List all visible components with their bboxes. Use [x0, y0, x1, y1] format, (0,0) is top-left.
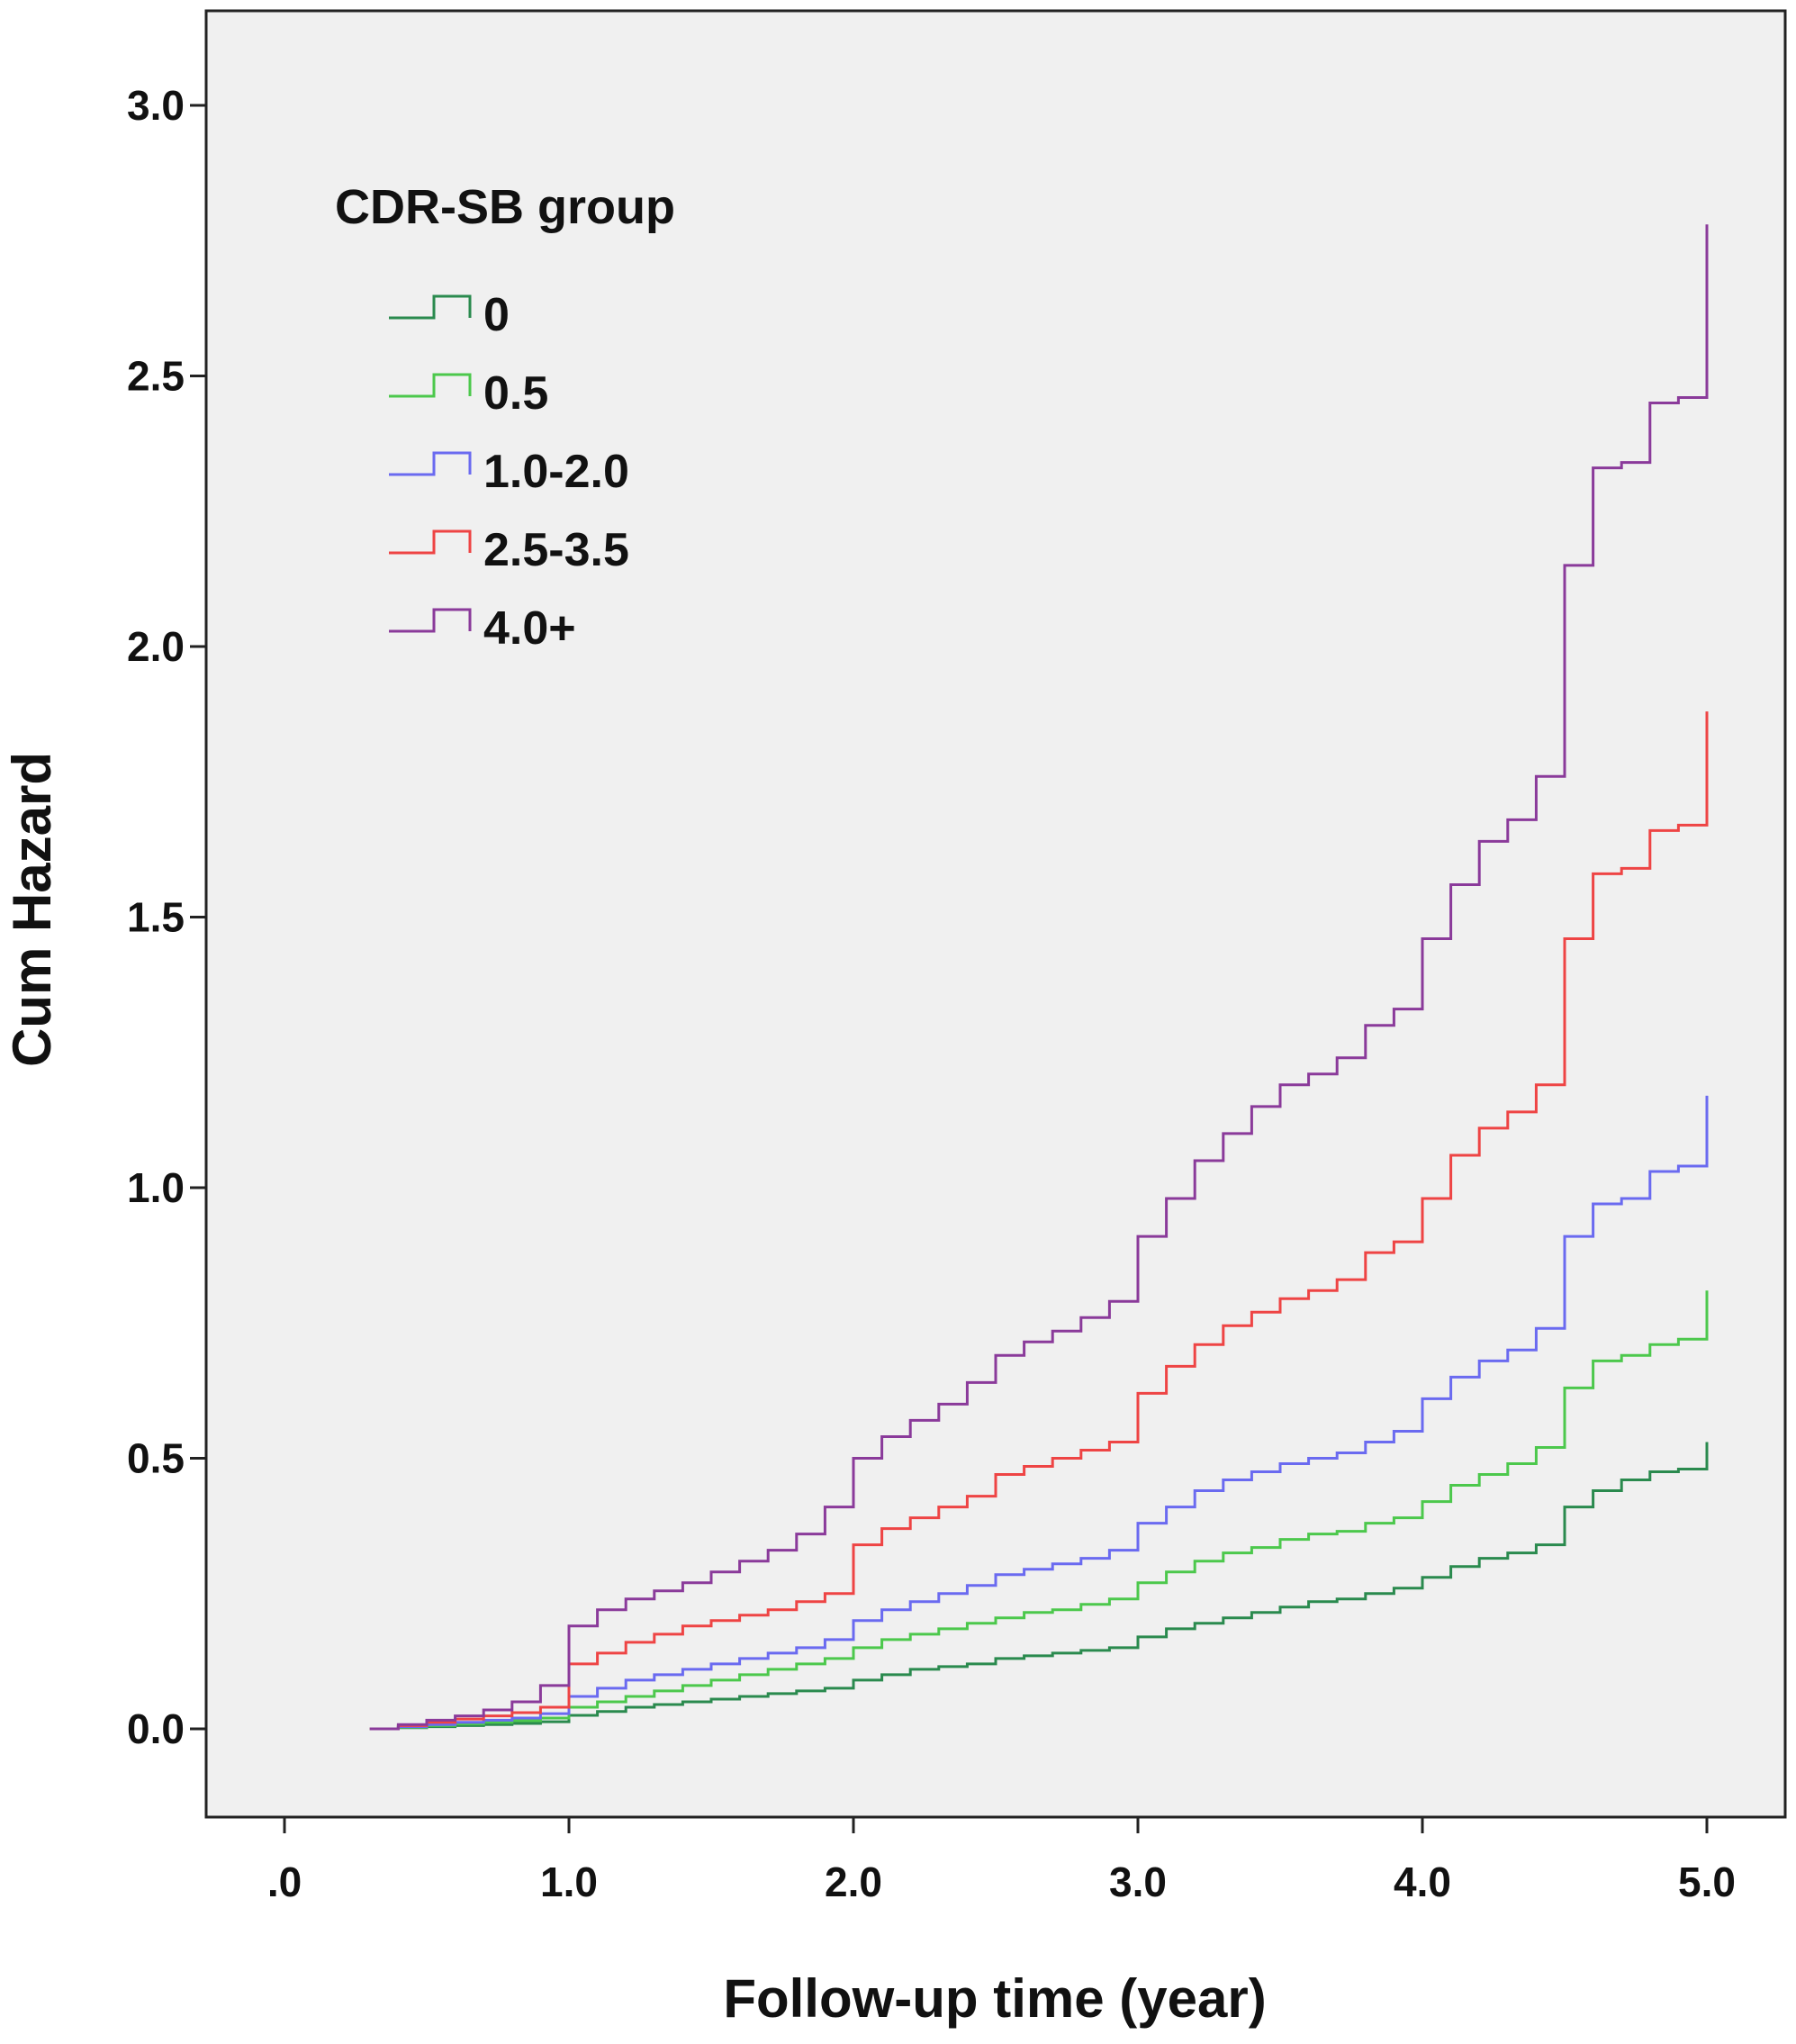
y-tick-label: 2.5 [127, 353, 185, 400]
y-axis-title: Cum Hazard [2, 752, 62, 1067]
y-tick-label: 0.5 [127, 1435, 185, 1482]
series-line-1 [369, 1290, 1709, 1731]
x-tick-label: 3.0 [1109, 1859, 1167, 1905]
series-line-0 [369, 1442, 1709, 1731]
y-tick-label: 0.0 [127, 1705, 185, 1752]
legend-label: 0.5 [483, 367, 548, 420]
legend-swatch [389, 373, 472, 398]
x-axis: .0 1.0 2.0 3.0 4.0 5.0 [267, 1817, 1736, 1905]
y-tick-label: 1.0 [127, 1164, 185, 1211]
legend-label: 1.0-2.0 [483, 446, 629, 498]
y-tick-label: 1.5 [127, 894, 185, 941]
x-tick-label: 1.0 [540, 1859, 598, 1905]
y-axis: 0.0 0.5 1.0 1.5 2.0 2.5 3.0 [127, 82, 206, 1752]
legend-swatch [389, 294, 472, 320]
legend-label: 2.5-3.5 [483, 524, 629, 576]
legend-swatch [389, 608, 472, 633]
y-tick-label: 2.0 [127, 623, 185, 670]
series-line-4 [369, 224, 1709, 1731]
x-axis-title: Follow-up time (year) [723, 1968, 1266, 2029]
legend-label: 0 [483, 289, 510, 341]
legend-label: 4.0+ [483, 602, 576, 655]
series-layer [369, 224, 1709, 1731]
series-line-2 [369, 1095, 1709, 1731]
legend-title: CDR-SB group [335, 180, 675, 234]
series-line-3 [369, 711, 1709, 1731]
y-tick-label: 3.0 [127, 82, 185, 129]
x-tick-label: 5.0 [1678, 1859, 1736, 1905]
legend-swatch [389, 451, 472, 476]
x-tick-label: 4.0 [1394, 1859, 1451, 1905]
legend: CDR-SB group 0 0.5 1.0-2.0 2.5-3.5 4.0+ [335, 180, 675, 655]
legend-swatch [389, 529, 472, 555]
x-tick-label: 2.0 [825, 1859, 882, 1905]
x-tick-label: .0 [267, 1859, 302, 1905]
